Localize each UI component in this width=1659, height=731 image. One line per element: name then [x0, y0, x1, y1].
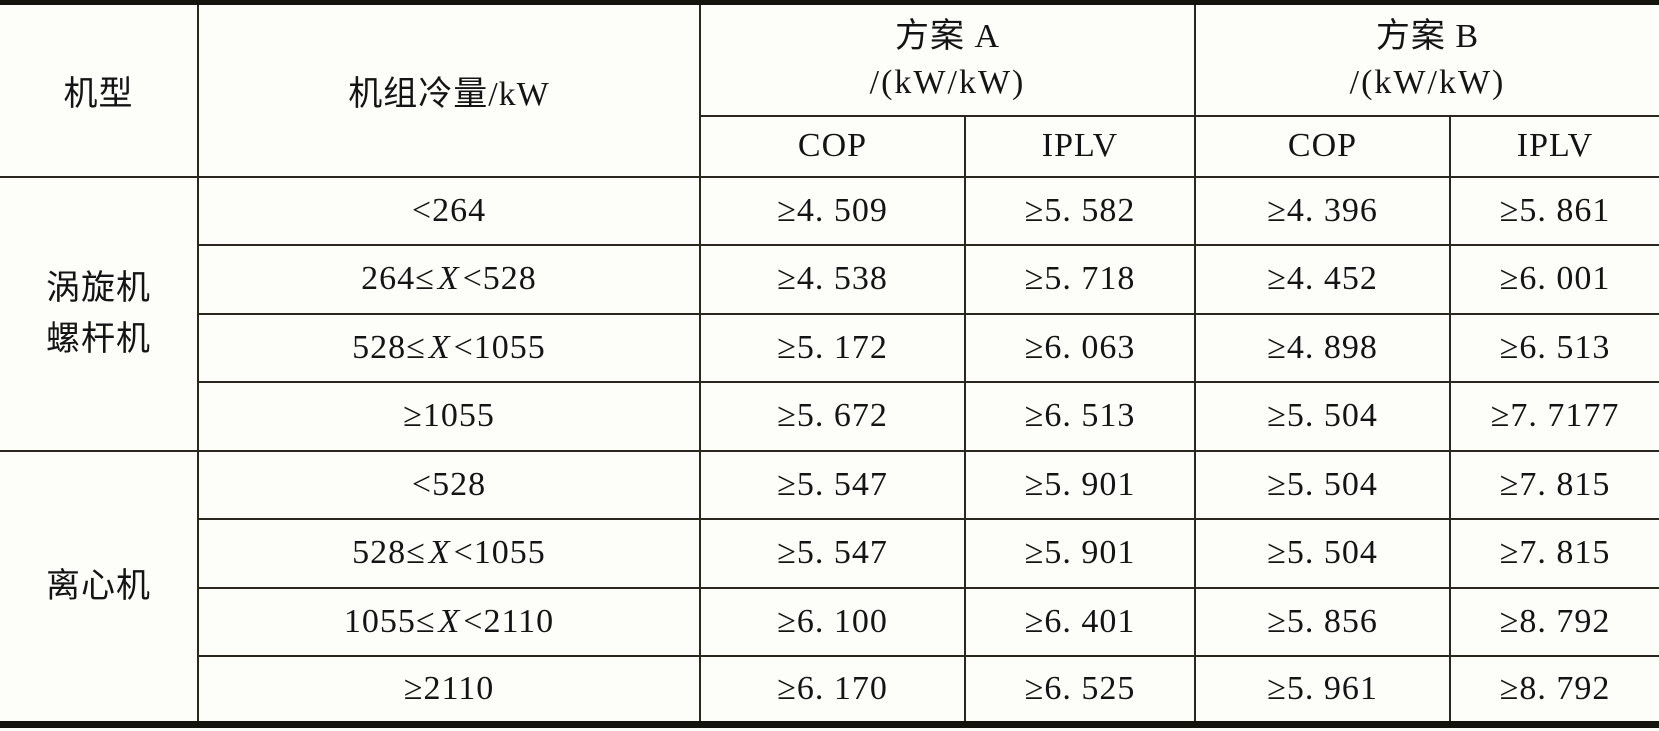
- header-cop-a: COP: [699, 114, 966, 178]
- cell-iplv-b: ≥5. 861: [1449, 175, 1659, 246]
- header-cooling-capacity: 机组冷量/kW: [197, 1, 701, 178]
- table-row: ≥1055 ≥5. 672 ≥6. 513 ≥5. 504 ≥7. 7177: [0, 381, 1659, 452]
- cell-cop-a: ≥4. 538: [699, 244, 966, 315]
- cell-cop-b: ≥5. 504: [1194, 518, 1451, 589]
- cell-iplv-b: ≥7. 815: [1449, 449, 1659, 520]
- header-scheme-a: 方案 A /(kW/kW): [699, 1, 1196, 117]
- machine-type-line: 离心机: [46, 567, 151, 605]
- cell-iplv-a: ≥6. 401: [964, 586, 1196, 657]
- table-row: 528≤X<1055 ≥5. 172 ≥6. 063 ≥4. 898 ≥6. 5…: [0, 312, 1659, 383]
- cell-iplv-b: ≥7. 815: [1449, 518, 1659, 589]
- cell-cop-b: ≥5. 856: [1194, 586, 1451, 657]
- cell-cop-b: ≥4. 396: [1194, 175, 1451, 246]
- scheme-a-unit: /(kW/kW): [869, 63, 1026, 101]
- cell-range: ≥1055: [197, 381, 701, 452]
- machine-type-line: 涡旋机: [46, 269, 151, 307]
- cell-iplv-b: ≥8. 792: [1449, 655, 1659, 726]
- cell-range: ≥2110: [197, 655, 701, 726]
- cell-iplv-b: ≥7. 7177: [1449, 381, 1659, 452]
- header-scheme-b: 方案 B /(kW/kW): [1194, 1, 1659, 117]
- cell-range: <528: [197, 449, 701, 520]
- cell-cop-a: ≥4. 509: [699, 175, 966, 246]
- cell-machine-type-scroll-screw: 涡旋机 螺杆机: [0, 175, 199, 452]
- cell-range: 1055≤X<2110: [197, 586, 701, 657]
- cell-cop-b: ≥5. 961: [1194, 655, 1451, 726]
- table-row: 涡旋机 螺杆机 <264 ≥4. 509 ≥5. 582 ≥4. 396 ≥5.…: [0, 175, 1659, 452]
- cell-cop-b: ≥5. 504: [1194, 449, 1451, 520]
- header-row-sub: COP IPLV COP IPLV: [0, 114, 1659, 178]
- scheme-a-title: 方案 A: [894, 17, 1001, 55]
- cell-cop-a: ≥6. 170: [699, 655, 966, 726]
- header-row-main: 机型 机组冷量/kW 方案 A /(kW/kW) 方案 B /(kW/kW): [0, 1, 1659, 178]
- cell-cop-a: ≥6. 100: [699, 586, 966, 657]
- cell-machine-type-centrifugal: 离心机: [0, 449, 199, 726]
- cell-cop-b: ≥4. 898: [1194, 312, 1451, 383]
- cell-iplv-a: ≥5. 901: [964, 518, 1196, 589]
- cell-cop-a: ≥5. 547: [699, 518, 966, 589]
- cell-iplv-a: ≥6. 525: [964, 655, 1196, 726]
- cell-iplv-a: ≥5. 718: [964, 244, 1196, 315]
- cell-cop-a: ≥5. 547: [699, 449, 966, 520]
- table-row: 1055≤X<2110 ≥6. 100 ≥6. 401 ≥5. 856 ≥8. …: [0, 586, 1659, 657]
- cell-range: <264: [197, 175, 701, 246]
- cell-range: 528≤X<1055: [197, 312, 701, 383]
- cell-iplv-a: ≥6. 513: [964, 381, 1196, 452]
- header-iplv-b: IPLV: [1449, 114, 1659, 178]
- cell-range: 264≤X<528: [197, 244, 701, 315]
- cell-iplv-b: ≥8. 792: [1449, 586, 1659, 657]
- header-cop-b: COP: [1194, 114, 1451, 178]
- cell-iplv-b: ≥6. 001: [1449, 244, 1659, 315]
- cell-cop-a: ≥5. 172: [699, 312, 966, 383]
- cell-range: 528≤X<1055: [197, 518, 701, 589]
- scheme-b-title: 方案 B: [1375, 17, 1480, 55]
- table-row: 528≤X<1055 ≥5. 547 ≥5. 901 ≥5. 504 ≥7. 8…: [0, 518, 1659, 589]
- table-row: ≥2110 ≥6. 170 ≥6. 525 ≥5. 961 ≥8. 792: [0, 655, 1659, 726]
- cell-iplv-b: ≥6. 513: [1449, 312, 1659, 383]
- cell-iplv-a: ≥6. 063: [964, 312, 1196, 383]
- scheme-b-unit: /(kW/kW): [1349, 63, 1506, 101]
- header-machine-type: 机型: [0, 1, 199, 178]
- machine-type-line: 螺杆机: [46, 320, 151, 358]
- cell-cop-a: ≥5. 672: [699, 381, 966, 452]
- cell-iplv-a: ≥5. 582: [964, 175, 1196, 246]
- table-row: 264≤X<528 ≥4. 538 ≥5. 718 ≥4. 452 ≥6. 00…: [0, 244, 1659, 315]
- table-row: 离心机 <528 ≥5. 547 ≥5. 901 ≥5. 504 ≥7. 815: [0, 449, 1659, 726]
- cell-cop-b: ≥4. 452: [1194, 244, 1451, 315]
- cell-iplv-a: ≥5. 901: [964, 449, 1196, 520]
- cell-cop-b: ≥5. 504: [1194, 381, 1451, 452]
- header-iplv-a: IPLV: [964, 114, 1196, 178]
